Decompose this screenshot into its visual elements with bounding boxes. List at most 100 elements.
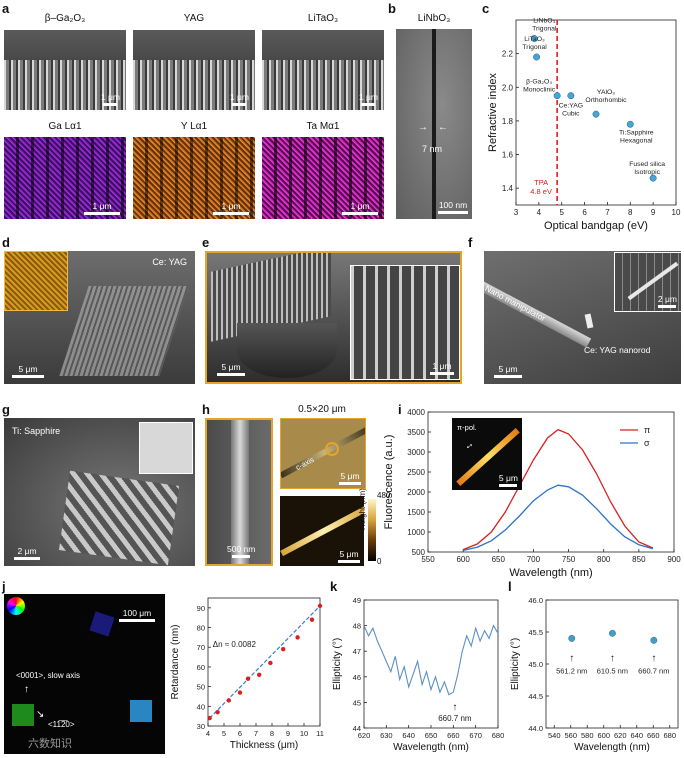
scalebar: 5 μm xyxy=(12,364,44,378)
wavelength-label: 610.5 nm xyxy=(597,667,628,676)
y-axis-label: Refractive index xyxy=(487,73,499,152)
ellipticity-line xyxy=(363,624,499,696)
y-tick-label: 1500 xyxy=(407,508,425,517)
scalebar-label: 5 μm xyxy=(340,471,360,481)
chart-i-fluorescence: 550 600 650 700 750 800 850 900 500 1000 1500 2000 2… xyxy=(383,408,681,579)
data-point xyxy=(268,660,273,666)
y-axis-label: Retardance (nm) xyxy=(170,624,181,699)
series-line-pi xyxy=(462,428,654,551)
wavelength-label: 561.2 nm xyxy=(556,667,587,676)
wavelength-label: 660.7 nm xyxy=(638,667,669,676)
colorbar-title: Height (nm) xyxy=(358,488,367,530)
series-line-sigma xyxy=(462,484,654,552)
panel-label-j: j xyxy=(2,579,6,594)
scalebar: 5 μm xyxy=(499,473,518,487)
y-tick-label: 3500 xyxy=(407,428,425,437)
pi-pol-label: π-pol. xyxy=(457,423,477,432)
plot-frame xyxy=(545,599,679,729)
x-tick-label: 6 xyxy=(582,208,587,217)
data-point xyxy=(533,53,541,61)
point-label: Fused silica xyxy=(629,161,665,168)
chart-j-retardance: 4 5 6 7 8 9 10 11 30 40 50 60 70 80 90 Thickness (μm) Re… xyxy=(170,597,324,751)
sem-image-ce-yag: Ce: YAG 5 μm xyxy=(4,251,195,384)
point-label: Ce:YAG xyxy=(559,103,583,110)
arrow-up: ↑ xyxy=(452,702,457,713)
x-tick-label: 660 xyxy=(647,731,660,740)
plot-frame xyxy=(363,599,499,729)
y-tick-label: 49 xyxy=(353,596,361,605)
y-tick-label: 60 xyxy=(197,663,205,672)
y-tick-label: 4000 xyxy=(407,408,425,417)
data-point xyxy=(553,92,561,100)
inset-fluorescence-image: π-pol. ↔ 5 μm xyxy=(452,418,522,490)
y-tick-label: 44 xyxy=(353,724,361,733)
point-label: β-Ga₂O₃ xyxy=(526,79,552,86)
scalebar: 1 μm xyxy=(213,201,249,215)
eds-map-ga: 1 μm xyxy=(4,137,126,219)
y-tick-label: 90 xyxy=(197,604,205,613)
panel-label-k: k xyxy=(330,579,338,594)
x-tick-label: 650 xyxy=(492,555,506,564)
scalebar-label: 1 μm xyxy=(221,201,241,211)
data-point xyxy=(207,715,212,721)
arrow-up: ↑ xyxy=(651,653,656,664)
nanowire-size-label: 0.5×20 μm xyxy=(298,404,346,415)
data-point xyxy=(608,629,616,637)
delta-n-annotation: Δn ≈ 0.0082 xyxy=(213,640,257,649)
panel-label-i: i xyxy=(398,402,402,417)
nano-manipulator-label: Nano manipulator xyxy=(484,283,548,324)
y-tick-label: 2.2 xyxy=(502,50,514,59)
data-point xyxy=(592,110,600,118)
inset-pillar-closeup: 1 μm xyxy=(350,265,460,380)
scalebar-label: 5 μm xyxy=(498,364,518,374)
sem-image-yag: 1 μm xyxy=(133,30,255,110)
panel-a-title-y: Y Lα1 xyxy=(180,121,208,132)
y-tick-label: 2000 xyxy=(407,488,425,497)
x-tick-label: 700 xyxy=(527,555,541,564)
point-label: Hexagonal xyxy=(620,137,653,144)
x-axis-label: Wavelength (nm) xyxy=(574,742,650,753)
optical-image-nanowire: c-axis 5 μm xyxy=(280,418,366,489)
y-axis-label: Fluorescence (a.u.) xyxy=(383,435,395,530)
scalebar-label: 1 μm xyxy=(358,92,378,102)
data-point xyxy=(237,690,243,695)
scalebar: 5 μm xyxy=(339,471,361,485)
tpa-label: TPA xyxy=(534,178,548,187)
polarized-microscope-image: 100 μm <0001>, slow axis ↑ ↘ <11̅2̅0> 六数… xyxy=(4,594,165,754)
eds-map-y: 1 μm xyxy=(133,137,255,219)
scalebar: 100 nm xyxy=(438,200,468,214)
scalebar: 5 μm xyxy=(338,549,360,563)
panel-a-title-yag: YAG xyxy=(183,13,205,24)
plot-frame xyxy=(427,411,675,553)
data-point xyxy=(568,634,576,642)
y-tick-label: 47 xyxy=(353,647,361,656)
sem-image-linbo3-gap: → ← 7 nm 100 nm xyxy=(396,29,472,219)
x-axis-label: Thickness (μm) xyxy=(230,740,299,751)
scalebar: 2 μm xyxy=(14,546,40,560)
y-tick-label: 44.0 xyxy=(528,724,543,733)
legend-label: σ xyxy=(644,438,650,448)
y-tick-label: 40 xyxy=(197,702,205,711)
scalebar-label: 2 μm xyxy=(17,546,37,556)
x-tick-label: 750 xyxy=(562,555,576,564)
scalebar-label: 2 μm xyxy=(657,294,677,304)
chart-k-ellipticity: 620 630 640 650 660 670 680 44 45 46 47 48 49 Wavelen… xyxy=(332,596,504,753)
y-tick-label: 1.6 xyxy=(502,151,514,160)
x-tick-label: 650 xyxy=(425,731,438,740)
scalebar-label: 1 μm xyxy=(229,92,249,102)
panel-label-l: l xyxy=(508,579,512,594)
scalebar: 1 μm xyxy=(342,201,378,215)
data-point xyxy=(309,617,315,622)
point-label: LiNbO₃ xyxy=(533,18,555,25)
scalebar: 2 μm xyxy=(658,294,677,308)
legend-label: π xyxy=(644,425,650,435)
data-point xyxy=(295,635,300,640)
x-tick-label: 660 xyxy=(447,731,460,740)
point-label: Monoclinic xyxy=(523,87,556,94)
slow-axis-label: <0001>, slow axis xyxy=(16,671,81,680)
arrow-up: ↑ xyxy=(569,653,574,664)
x-tick-label: 600 xyxy=(456,555,470,564)
x-tick-label: 3 xyxy=(514,208,519,217)
x-axis-label: Wavelength (nm) xyxy=(393,742,469,753)
scalebar: 5 μm xyxy=(217,362,245,376)
